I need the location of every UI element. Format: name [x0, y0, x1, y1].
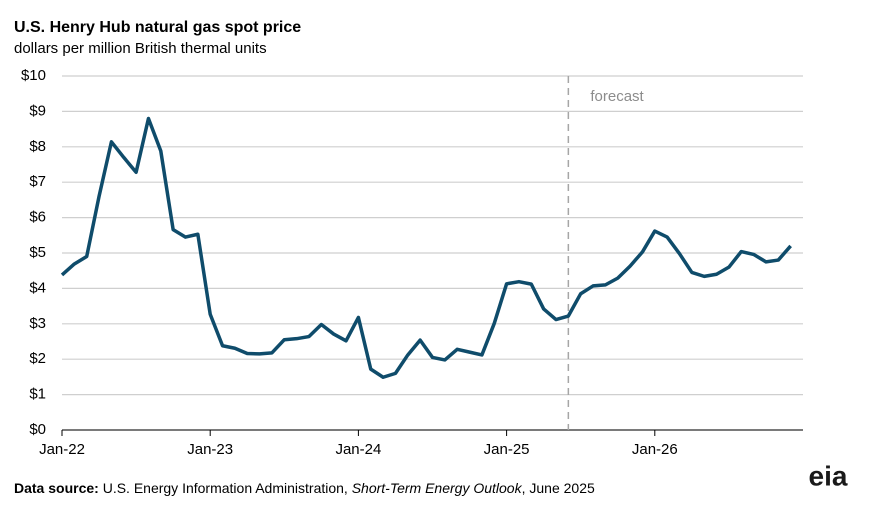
- y-tick-label: $0: [29, 421, 46, 438]
- y-tick-label: $10: [21, 67, 46, 84]
- y-tick-label: $3: [29, 315, 46, 332]
- y-tick-label: $2: [29, 350, 46, 367]
- source-publication: Short-Term Energy Outlook: [352, 480, 523, 496]
- source-text: U.S. Energy Information Administration,: [103, 480, 348, 496]
- y-tick-label: $7: [29, 173, 46, 190]
- y-tick-label: $4: [29, 279, 46, 296]
- y-tick-label: $6: [29, 209, 46, 226]
- series-line: [60, 116, 792, 379]
- x-tick-label: Jan-24: [335, 441, 381, 458]
- x-tick-label: Jan-22: [39, 441, 85, 458]
- logo: eia: [809, 460, 848, 491]
- x-tick-label: Jan-25: [484, 441, 530, 458]
- chart-subtitle: dollars per million British thermal unit…: [14, 40, 267, 57]
- x-tick-label: Jan-23: [187, 441, 233, 458]
- x-tick-label: Jan-26: [632, 441, 678, 458]
- source: Data source: U.S. Energy Information Adm…: [14, 480, 595, 496]
- forecast-label: forecast: [590, 88, 644, 105]
- y-tick-label: $1: [29, 386, 46, 403]
- chart-title: U.S. Henry Hub natural gas spot price: [14, 19, 301, 36]
- source-date: , June 2025: [522, 480, 595, 496]
- y-tick-label: $8: [29, 138, 46, 155]
- y-tick-label: $9: [29, 102, 46, 119]
- source-label: Data source:: [14, 480, 99, 496]
- y-tick-label: $5: [29, 244, 46, 261]
